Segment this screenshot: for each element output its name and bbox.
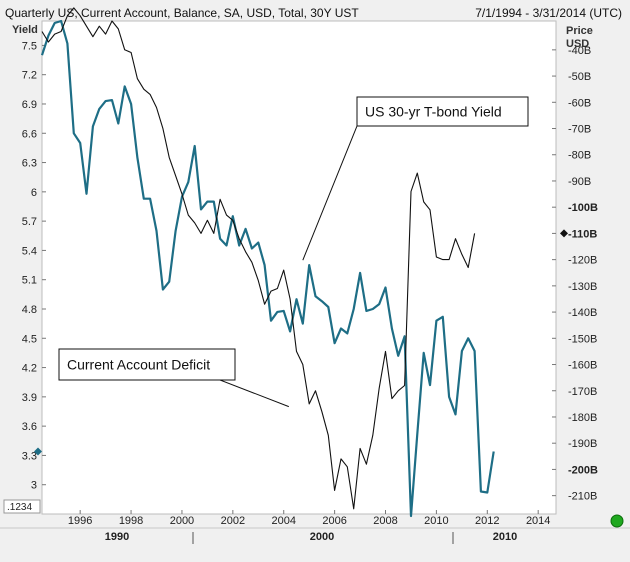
left-axis-tick-label: 6: [31, 187, 37, 199]
annotation-box: [58, 348, 236, 381]
left-axis-tick-label: 5.1: [22, 275, 37, 287]
annotation-connector: [219, 379, 290, 408]
right-axis-tick-label: -210B: [568, 491, 597, 503]
right-axis-tick-label: -90B: [568, 176, 591, 188]
left-axis-tick-label: 4.8: [22, 304, 37, 316]
x-axis-tick-label: 2010: [424, 515, 448, 527]
status-indicator-icon[interactable]: [610, 514, 624, 528]
right-axis-tick-label: -60B: [568, 97, 591, 109]
left-axis-title: Yield: [12, 24, 38, 36]
right-axis-tick-label: -120B: [568, 255, 597, 267]
left-axis-tick-label: 6.9: [22, 99, 37, 111]
right-axis-tick-label: -40B: [568, 45, 591, 57]
x-axis-tick-label: 1998: [119, 515, 143, 527]
left-axis-tick-label: 4.2: [22, 363, 37, 375]
left-axis-ticks: 7.5 7.2 6.9 6.6 6.3 6 5.7 5.4 5.1 4.8 4.5 4.2 3.9 3.6…: [22, 40, 46, 492]
right-axis-title: Price: [566, 25, 593, 37]
right-axis-tick-label: -180B: [568, 412, 597, 424]
x-axis-tick-label: 2012: [475, 515, 499, 527]
right-axis-tick-label: -80B: [568, 150, 591, 162]
annotation-connector: [302, 125, 358, 261]
x-axis-major-label: 2010: [493, 531, 517, 543]
right-axis-tick-label: -50B: [568, 71, 591, 83]
right-axis-tick-label: -110B: [568, 228, 597, 240]
left-axis-tick-label: 3.6: [22, 421, 37, 433]
bottom-value-box: [3, 499, 41, 514]
annotation-box: [356, 96, 529, 127]
right-axis-tick-label: -130B: [568, 281, 597, 293]
left-axis-tick-label: 4.5: [22, 333, 37, 345]
left-axis-tick-label: 7.5: [22, 40, 37, 52]
right-axis-tick-label: -160B: [568, 360, 597, 372]
right-axis-tick-label: -100B: [568, 202, 598, 214]
x-axis-tick-label: 2004: [271, 515, 295, 527]
annotation-layer: US 30-yr T-bond Yield Current Account Def…: [58, 96, 529, 408]
x-axis-tick-label: 2000: [170, 515, 194, 527]
left-current-value-marker: [34, 447, 42, 456]
left-axis-tick-label: 3: [31, 480, 37, 492]
right-axis-tick-label: -170B: [568, 386, 597, 398]
right-axis-tick-label: -140B: [568, 307, 597, 319]
x-axis-tick-label: 1996: [68, 515, 92, 527]
annotation-label: Current Account Deficit: [67, 357, 210, 373]
right-axis-ticks: -40B -50B -60B -70B -80B -90B -100B -110B -120B -…: [552, 45, 598, 503]
left-axis-tick-label: 6.3: [22, 158, 37, 170]
series-line-us-30-yr-t-bond-yield: [40, 19, 495, 518]
right-axis-tick-label: -150B: [568, 333, 597, 345]
right-axis-tick-label: -190B: [568, 438, 597, 450]
x-axis-tick-label: 2002: [221, 515, 245, 527]
annotation-label: US 30-yr T-bond Yield: [365, 104, 502, 120]
series-line-current-account-deficit: [41, 7, 476, 510]
right-axis-tick-label: -200B: [568, 464, 598, 476]
date-range: 7/1/1994 - 3/31/2014 (UTC): [475, 6, 622, 20]
x-axis-tick-label: 2006: [322, 515, 346, 527]
x-axis-major-label: 1990: [105, 531, 129, 543]
chart-title: Quarterly US, Current Account, Balance, …: [5, 6, 359, 20]
x-axis-ticks: 1996 1998 2000 2002 2004 2006 2008 2010 2012 2014…: [68, 510, 550, 544]
x-axis-tick-label: 2008: [373, 515, 397, 527]
left-axis-tick-label: 5.4: [22, 245, 37, 257]
left-axis-tick-label: 6.6: [22, 128, 37, 140]
right-axis-tick-label: -70B: [568, 124, 591, 136]
bottom-value-box-label: .1234: [7, 502, 32, 513]
right-axis-unit: USD: [566, 38, 589, 50]
x-axis-major-label: 2000: [310, 531, 334, 543]
left-axis-tick-label: 5.7: [22, 216, 37, 228]
series-layer: [40, 7, 495, 518]
left-axis-tick-label: 3.9: [22, 392, 37, 404]
left-axis-tick-label: 7.2: [22, 70, 37, 82]
right-axis-marker: [560, 229, 568, 238]
left-axis-tick-label: 3.3: [22, 450, 37, 462]
x-axis-tick-label: 2014: [526, 515, 550, 527]
